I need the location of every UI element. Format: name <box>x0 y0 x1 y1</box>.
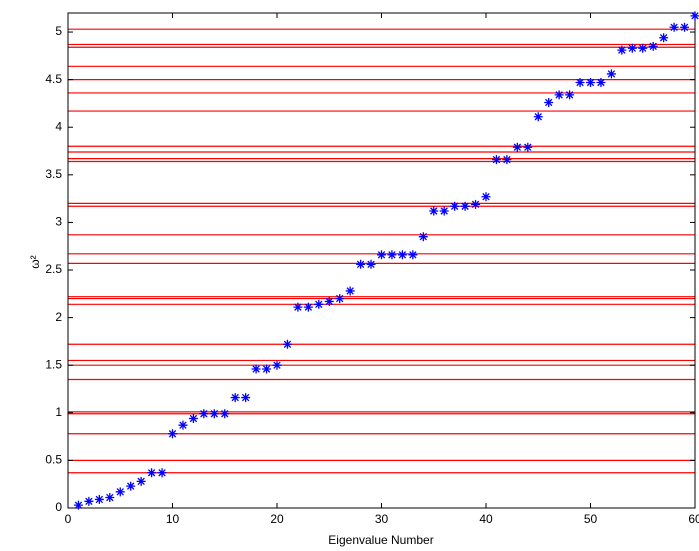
marker <box>450 201 460 211</box>
y-tick-label: 5 <box>55 24 62 38</box>
marker <box>126 481 136 491</box>
marker <box>669 22 679 32</box>
y-tick-label: 2.5 <box>45 262 62 276</box>
marker <box>366 259 376 269</box>
marker <box>512 142 522 152</box>
marker <box>262 364 272 374</box>
marker <box>147 468 157 478</box>
marker <box>188 414 198 424</box>
x-tick-label: 60 <box>688 512 699 526</box>
marker <box>554 90 564 100</box>
x-tick-label: 10 <box>166 512 180 526</box>
marker <box>209 409 219 419</box>
y-tick-label: 3 <box>55 215 62 229</box>
y-tick-label: 2 <box>55 310 62 324</box>
marker <box>136 476 146 486</box>
marker <box>648 41 658 51</box>
marker <box>168 429 177 439</box>
marker <box>544 97 554 107</box>
marker <box>659 33 669 43</box>
marker <box>115 487 125 497</box>
marker <box>627 43 637 53</box>
marker <box>220 409 230 419</box>
marker <box>565 90 575 100</box>
marker <box>533 112 543 122</box>
marker <box>293 302 303 312</box>
x-tick-label: 30 <box>375 512 389 526</box>
marker <box>345 286 355 296</box>
marker <box>84 496 94 506</box>
marker <box>251 364 261 374</box>
marker <box>387 250 397 260</box>
marker <box>690 11 699 21</box>
marker <box>575 77 585 87</box>
marker <box>105 493 115 503</box>
marker <box>502 155 512 165</box>
x-axis-label: Eigenvalue Number <box>328 533 433 547</box>
marker <box>272 360 282 370</box>
axes-box <box>67 12 696 509</box>
y-axis-label: ω² <box>28 255 42 268</box>
y-tick-label: 0.5 <box>45 453 62 467</box>
marker <box>324 296 334 306</box>
marker <box>94 494 104 504</box>
marker <box>523 142 533 152</box>
x-tick-label: 50 <box>584 512 598 526</box>
marker <box>418 232 428 242</box>
marker <box>356 259 366 269</box>
marker <box>586 77 595 87</box>
marker <box>439 206 449 216</box>
x-tick-label: 20 <box>270 512 284 526</box>
y-tick-label: 1.5 <box>45 357 62 371</box>
marker <box>241 393 251 403</box>
marker <box>481 192 491 202</box>
marker <box>460 201 470 211</box>
marker <box>178 420 188 430</box>
marker <box>596 77 606 87</box>
marker <box>335 294 345 304</box>
marker <box>303 302 313 312</box>
marker <box>680 22 690 32</box>
marker <box>638 43 648 53</box>
marker <box>408 250 418 260</box>
x-tick-label: 0 <box>65 512 72 526</box>
plot-area <box>68 13 695 508</box>
y-tick-label: 4.5 <box>45 72 62 86</box>
marker <box>429 206 439 216</box>
marker <box>617 45 627 55</box>
marker <box>157 468 167 478</box>
marker <box>491 155 501 165</box>
marker <box>199 409 209 419</box>
marker <box>471 199 481 209</box>
marker <box>397 250 407 260</box>
marker <box>73 500 83 510</box>
y-tick-label: 1 <box>55 405 62 419</box>
marker <box>230 393 240 403</box>
marker <box>282 339 292 349</box>
x-tick-label: 40 <box>479 512 493 526</box>
marker <box>377 250 386 260</box>
marker <box>606 69 616 79</box>
y-tick-label: 4 <box>55 119 62 133</box>
y-tick-label: 0 <box>55 500 62 514</box>
marker <box>314 299 324 309</box>
y-tick-label: 3.5 <box>45 167 62 181</box>
